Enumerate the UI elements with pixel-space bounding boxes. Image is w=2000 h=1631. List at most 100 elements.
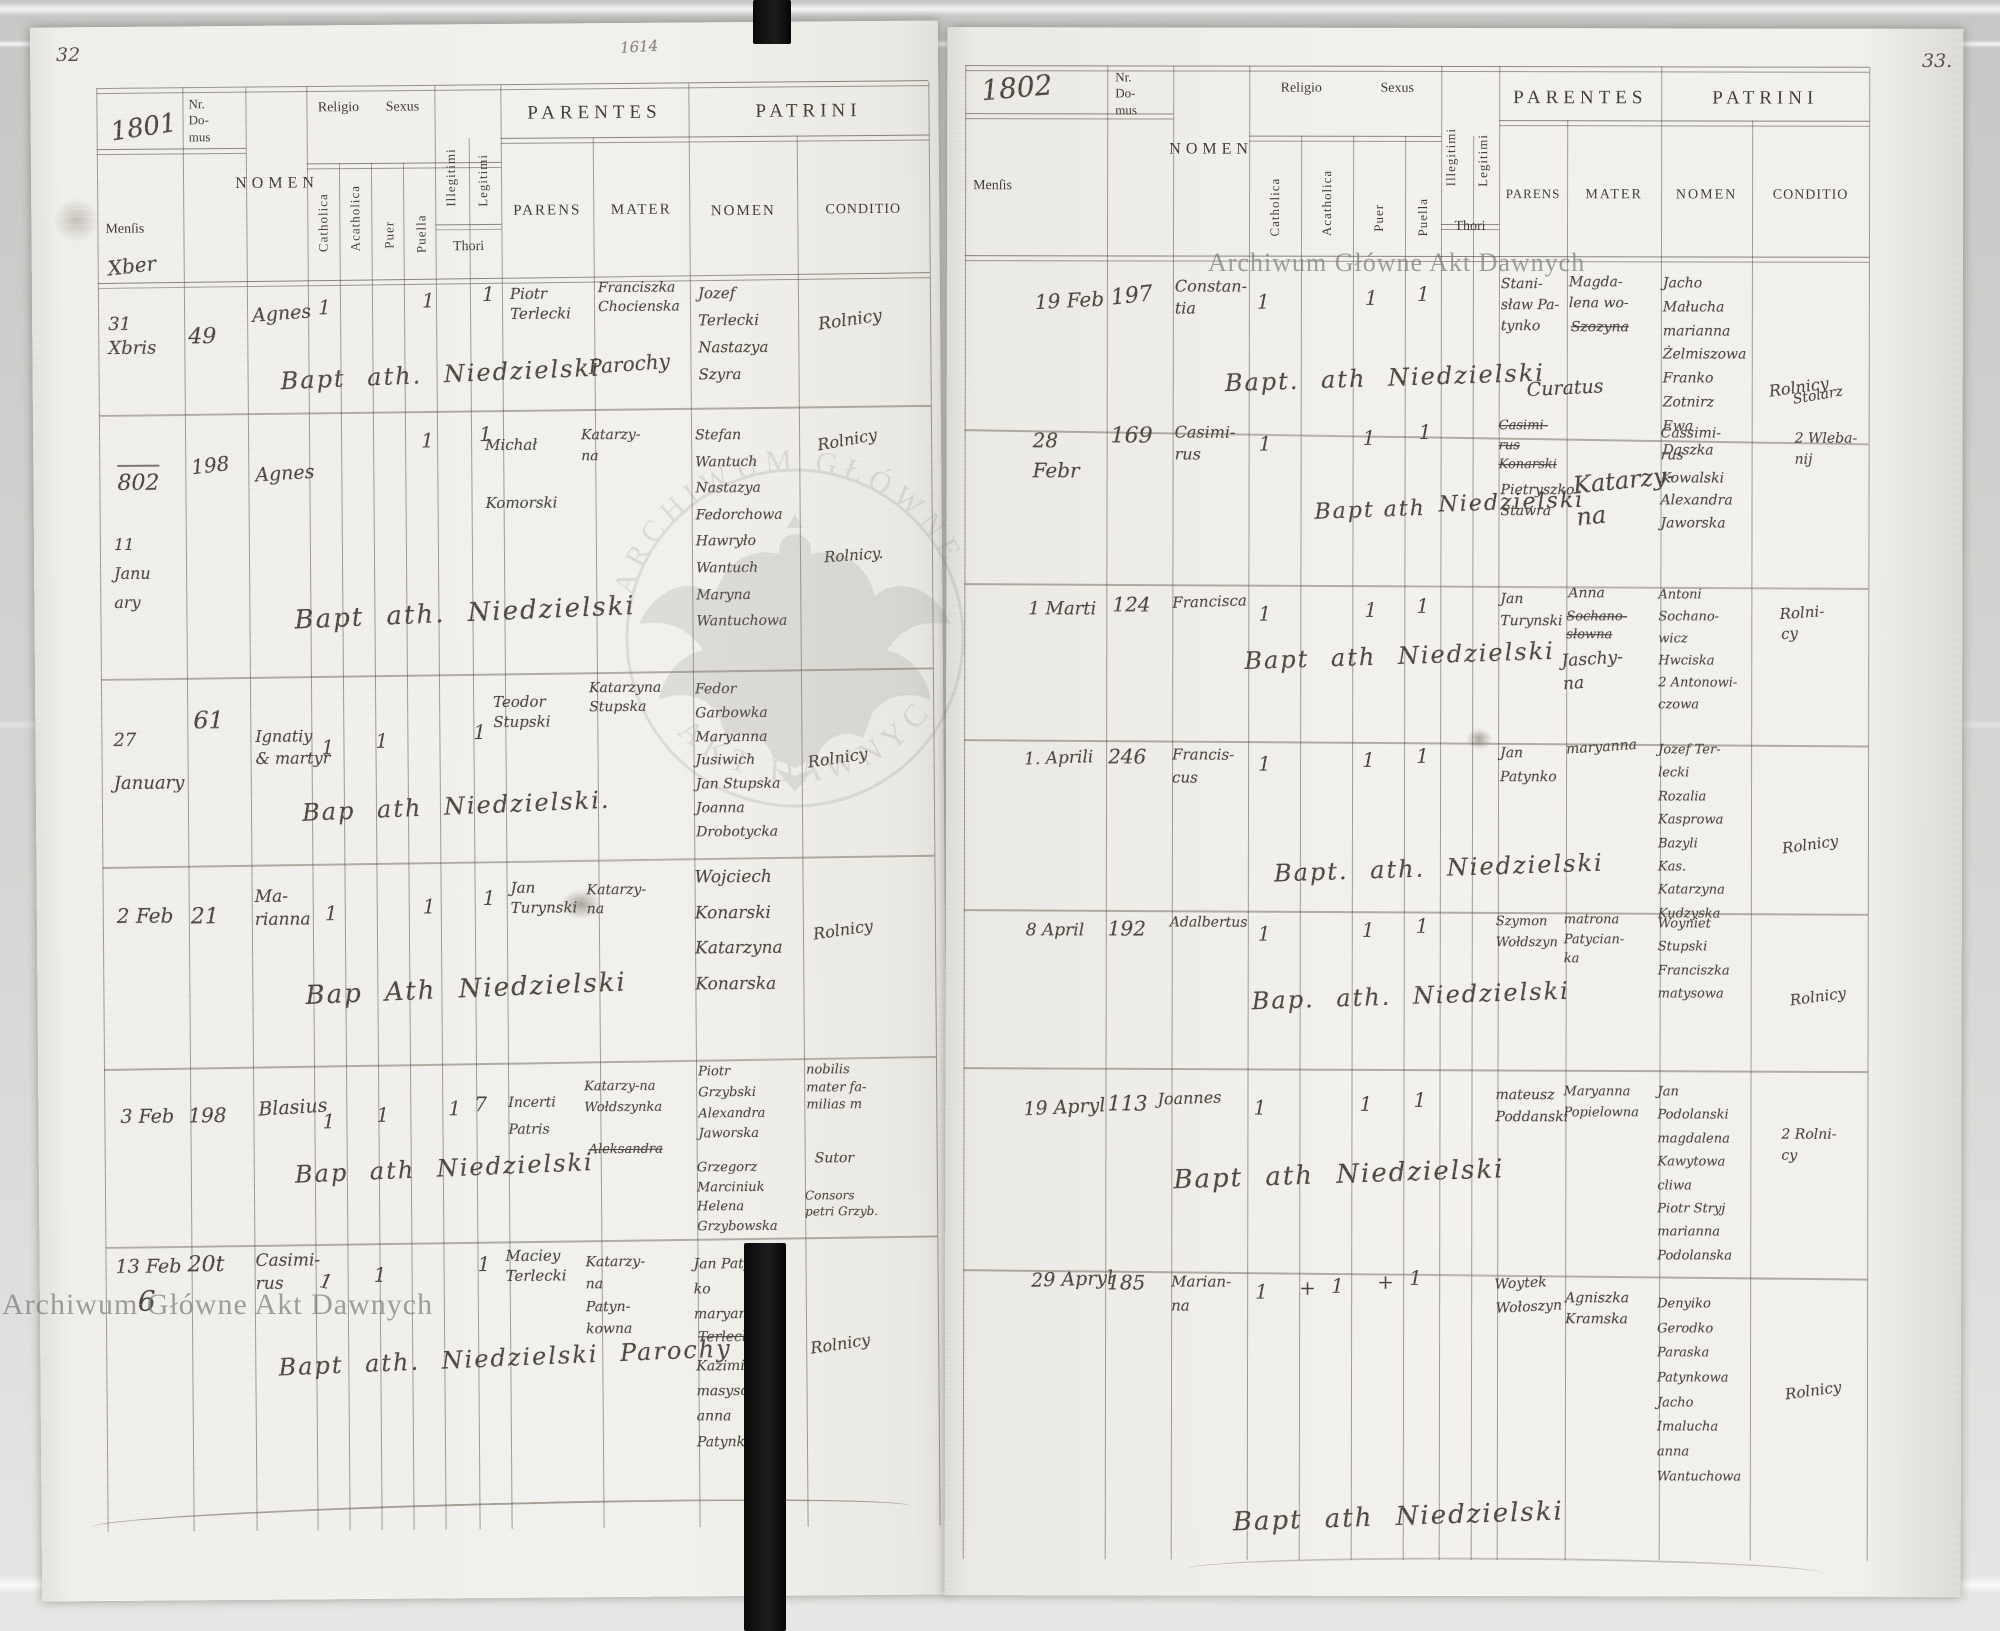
mark-legitimi: 1 <box>1413 1087 1427 1112</box>
mark-puella: 1 <box>1364 597 1378 622</box>
entry-house-number: 192 <box>1107 916 1147 941</box>
entry-mensis-day: 6 <box>137 1284 156 1318</box>
mark-acatholica: + <box>1299 1275 1316 1300</box>
mark-catholica: 1 <box>1253 1095 1267 1120</box>
entry-condition: Rolnicy <box>806 743 869 772</box>
table-column-line <box>1104 65 1109 1560</box>
mark-legitimi: 1 <box>1416 281 1430 306</box>
entry-father: Jan Patynko <box>1500 745 1557 785</box>
baptism-note: Bapt ath. Niedzielski <box>293 590 637 636</box>
entry-father: Maciey Terlecki <box>505 1246 567 1286</box>
baptism-note-extra: Parochy <box>587 348 671 380</box>
mark-catholica: 1 <box>324 901 338 926</box>
entry-name: Blasius <box>257 1094 329 1121</box>
entry-mother: Katarzy- na <box>580 426 641 465</box>
entry-mensis: 27 January <box>113 729 185 795</box>
entry-mother: Agniszka Kramska <box>1565 1290 1630 1328</box>
table-column-line <box>96 88 109 1533</box>
entry-mensis: 1. Aprili <box>1023 747 1094 770</box>
baptism-note: Bapt ath Niedzielski <box>1232 1496 1565 1538</box>
table-column-line <box>928 81 941 1526</box>
entry-name: Constan- tia <box>1174 276 1248 318</box>
mark-catholica: 1 <box>1255 1279 1268 1304</box>
entry-house-number: 197 <box>1109 281 1155 311</box>
mark-catholica: 1 <box>1257 921 1271 946</box>
entry-mother: Magda- lena wo- <box>1568 274 1629 312</box>
mark-puer: 1 <box>1361 917 1375 942</box>
column-header-mensis: Menſis <box>105 221 145 238</box>
mark-catholica: 1 <box>1258 751 1271 776</box>
entry-godparents: Fedor Garbowka Maryanna Jusiwich Jan Stu… <box>694 681 781 841</box>
entry-father: Jan Turynski <box>1500 591 1563 630</box>
entry-mensis: 19 Feb <box>1034 286 1105 315</box>
entry-godparents-extra: Grzegorz Marciniuk Helena Grzybowska <box>696 1159 778 1234</box>
baptism-note: Bap ath Niedzielski <box>294 1147 595 1189</box>
entry-house-number: 169 <box>1110 423 1153 449</box>
entry-father: Incerti Patris <box>508 1094 556 1138</box>
table-rule-double <box>1249 135 1442 142</box>
table-rule-double <box>96 80 929 95</box>
ink-blot <box>53 197 100 244</box>
entry-mother-struck: Sochano- słowna <box>1566 609 1628 642</box>
entry-condition: Rolni- cy <box>1779 602 1825 644</box>
column-header-acatholica: Acatholica <box>1319 169 1335 237</box>
table-rule-double <box>965 113 1174 120</box>
baptism-note: Bap ath Niedzielski. <box>301 785 612 827</box>
entry-mensis-day: 11 Janu ary <box>113 534 151 612</box>
table-rule-double <box>965 65 1870 73</box>
entry-mother-struck: Szozyna <box>1570 319 1629 336</box>
binding-strip-top <box>753 0 791 44</box>
entry-godparents: Denyiko Gerodko Paraska Patynkowa Jacho … <box>1656 1296 1742 1485</box>
entry-mother: Franciszka Chocienska <box>597 279 680 316</box>
baptism-note: Bapt ath Niedzielski <box>1243 636 1556 676</box>
entry-father: Woytek Wołoszyn <box>1494 1274 1563 1317</box>
entry-condition: 2 Rolni- cy <box>1781 1126 1837 1164</box>
entry-mother: maryanna <box>1565 736 1638 758</box>
table-column-line <box>1866 66 1871 1561</box>
entry-condition-extra: Rolnicy. <box>823 543 884 567</box>
entry-condition: Rolnicy <box>816 305 884 335</box>
row-separator <box>100 667 933 682</box>
entry-mother: matrona Patycian- ka <box>1563 912 1625 967</box>
column-header-religio: Religio <box>317 100 360 116</box>
entry-father: mateusz Poddanski <box>1495 1087 1569 1126</box>
entry-mensis: 3 Feb <box>120 1105 175 1128</box>
mark-puella: 1 <box>420 428 434 453</box>
entry-name: Francisca <box>1172 591 1248 612</box>
binding-strip-bottom <box>744 1243 786 1631</box>
entry-house-number: 198 <box>188 1103 227 1128</box>
column-header-puella: Puella <box>1415 197 1431 237</box>
entry-mensis: 28 Febr <box>1032 428 1080 483</box>
column-header-patrini-nomen: NOMEN <box>1675 187 1738 203</box>
mark-puer: 1 <box>1362 747 1375 772</box>
baptism-note: Bapt ath. Niedzielski Parochy <box>277 1334 733 1382</box>
baptism-note: Bapt ath Niedzielski <box>1172 1154 1505 1196</box>
entry-mother: Katarzy- na <box>586 881 647 918</box>
mark-catholica: 1 <box>317 295 331 320</box>
table-column-line <box>1438 65 1443 1560</box>
column-header-sexus: Sexus <box>385 99 420 115</box>
mark-legitimi: 1 <box>1409 1265 1422 1290</box>
column-header-mensis: Menſis <box>973 178 1012 194</box>
entry-house-number: 21 <box>190 904 219 930</box>
mark-legitimi: 1 <box>481 281 495 307</box>
entry-mensis: 802 <box>117 464 160 499</box>
mark-illegitimi: 1 <box>448 1096 462 1121</box>
mark-puer: 1 <box>1331 1273 1344 1298</box>
entry-mensis: 31 Xbris <box>108 313 157 360</box>
column-header-conditio: CONDITIO <box>1772 187 1849 203</box>
entry-name: Ignatiy & martyr <box>255 726 331 768</box>
page-number-left: 32 <box>56 44 81 66</box>
table-rule-double <box>306 161 501 170</box>
table-rule-double <box>1441 223 1500 231</box>
column-header-puer: Puer <box>381 220 397 249</box>
table-column-line <box>468 138 481 1530</box>
entry-name: Casimi- rus <box>255 1250 321 1294</box>
mark-legitimi: 1 <box>477 1252 491 1277</box>
table-column-line <box>1402 135 1407 1560</box>
mark-puella: 1 <box>421 288 435 313</box>
column-header-religio: Religio <box>1280 80 1322 96</box>
entry-mother-extra: Jaschy- na <box>1560 647 1624 695</box>
column-header-mater: MATER <box>610 201 672 219</box>
entry-house-number: 185 <box>1107 1270 1146 1295</box>
